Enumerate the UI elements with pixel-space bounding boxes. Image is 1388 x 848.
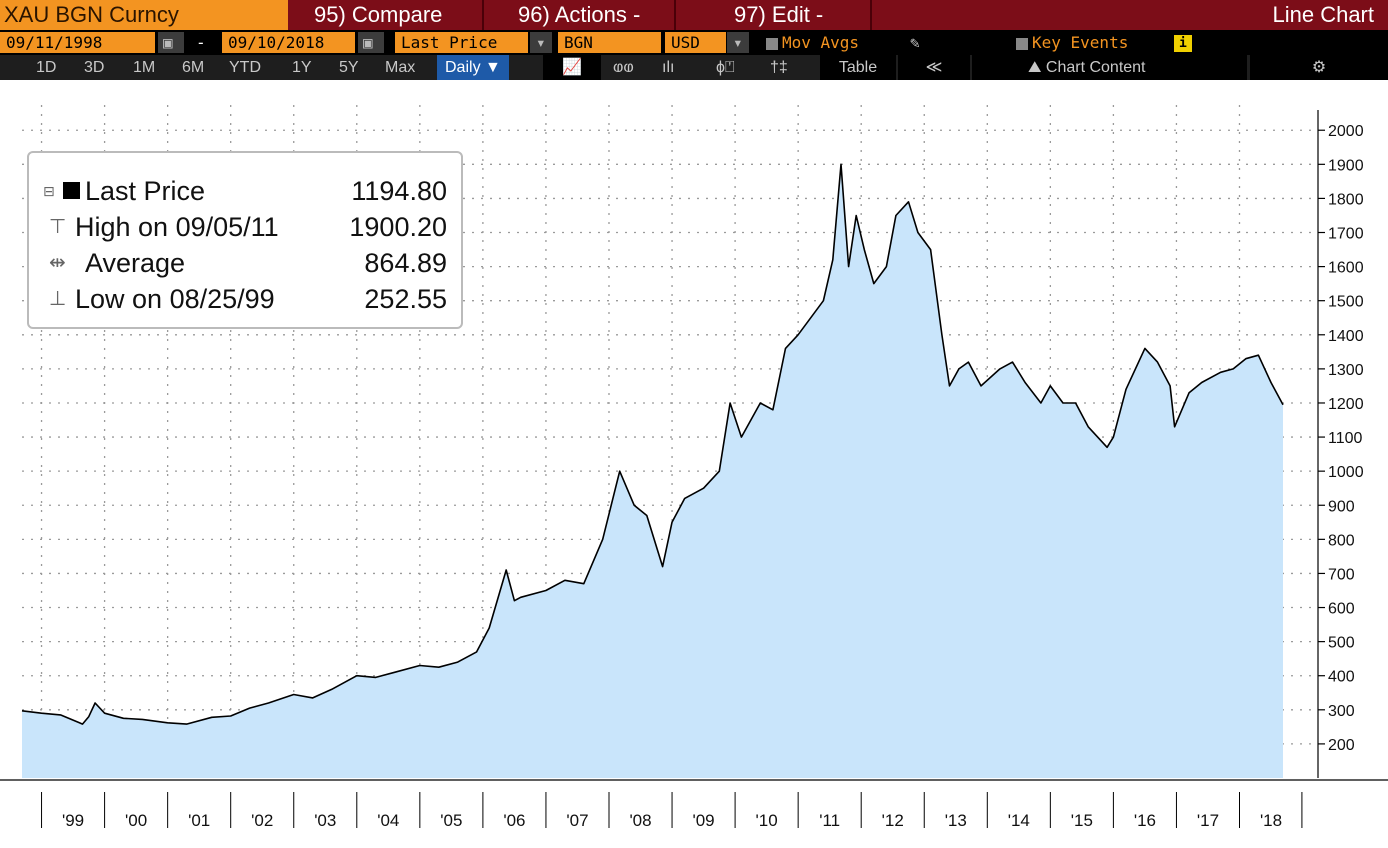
chart-content-button[interactable]: ⛰ Chart Content <box>972 55 1247 80</box>
legend-box: ⊟ Last Price 1194.80 ⊤ High on 09/05/11 … <box>27 151 463 329</box>
period-select[interactable]: Daily ▼ <box>437 55 509 80</box>
start-date-field[interactable]: 09/11/1998 <box>0 32 155 53</box>
high-marker-icon: ⊤ <box>49 216 67 238</box>
source-field[interactable]: BGN <box>558 32 661 53</box>
range-ytd[interactable]: YTD <box>229 59 261 76</box>
y-tick-label: 700 <box>1328 566 1355 583</box>
y-tick-label: 400 <box>1328 669 1355 686</box>
tree-node-icon: ⊟ <box>43 183 55 199</box>
controls-bar: 09/11/1998 ▣ - 09/10/2018 ▣ Last Price ▾… <box>0 30 1388 55</box>
hlc-icon[interactable]: †‡ <box>770 59 788 76</box>
series-swatch <box>63 182 80 199</box>
x-tick-label: '06 <box>503 811 525 830</box>
collapse-button[interactable]: ≪ <box>898 55 970 80</box>
range-3d[interactable]: 3D <box>84 59 105 76</box>
x-tick-label: '16 <box>1134 811 1156 830</box>
field-select[interactable]: Last Price <box>395 32 528 53</box>
checkbox-icon <box>1016 37 1028 50</box>
x-tick-label: '14 <box>1008 811 1030 830</box>
x-tick-label: '03 <box>314 811 336 830</box>
chevron-down-icon[interactable]: ▾ <box>727 32 749 53</box>
range-1d[interactable]: 1D <box>36 59 57 76</box>
legend-average: ⇹ Average 864.89 <box>29 245 461 281</box>
y-tick-label: 200 <box>1328 737 1355 754</box>
x-tick-label: '17 <box>1197 811 1219 830</box>
line-chart-icon[interactable]: 📈 <box>543 55 601 80</box>
x-tick-label: '13 <box>945 811 967 830</box>
range-6m[interactable]: 6M <box>182 59 205 76</box>
x-tick-label: '18 <box>1260 811 1282 830</box>
average-marker-icon: ⇹ <box>49 252 66 274</box>
legend-high: ⊤ High on 09/05/11 1900.20 <box>29 209 461 245</box>
y-tick-label: 1400 <box>1328 328 1364 345</box>
pencil-icon[interactable]: ✎ <box>910 33 920 52</box>
y-tick-label: 900 <box>1328 498 1355 515</box>
gear-icon[interactable]: ⚙ <box>1250 55 1388 80</box>
x-tick-label: '11 <box>819 811 840 830</box>
calendar-icon[interactable]: ▣ <box>158 32 184 53</box>
x-tick-label: '08 <box>629 811 651 830</box>
toolbar: 1D 3D 1M 6M YTD 1Y 5Y Max Daily ▼ 📈 ⱷⱷ ı… <box>0 55 1388 80</box>
y-tick-label: 1500 <box>1328 294 1364 311</box>
y-tick-label: 2000 <box>1328 123 1364 140</box>
bar-chart-icon[interactable]: ılı <box>662 59 675 76</box>
x-tick-label: '00 <box>125 811 147 830</box>
legend-low: ⊥ Low on 08/25/99 252.55 <box>29 281 461 317</box>
x-tick-label: '15 <box>1071 811 1093 830</box>
range-max[interactable]: Max <box>385 59 416 76</box>
y-tick-label: 1000 <box>1328 464 1364 481</box>
x-tick-label: '07 <box>566 811 588 830</box>
x-tick-label: '09 <box>692 811 714 830</box>
y-tick-label: 1700 <box>1328 226 1364 243</box>
y-tick-label: 1100 <box>1328 430 1363 447</box>
y-tick-label: 800 <box>1328 532 1355 549</box>
price-chart: 200 300 400 500 600 700 800 900 1000 1100 1200 1300… <box>0 105 1388 830</box>
x-tick-label: '99 <box>62 811 84 830</box>
ticker-field[interactable]: XAU BGN Curncy <box>0 0 288 30</box>
x-tick-label: '10 <box>756 811 778 830</box>
x-tick-label: '02 <box>251 811 273 830</box>
title-bar: XAU BGN Curncy 95) Compare 96) Actions -… <box>0 0 1388 30</box>
y-tick-label: 1300 <box>1328 362 1364 379</box>
currency-field[interactable]: USD <box>665 32 726 53</box>
end-date-field[interactable]: 09/10/2018 <box>222 32 355 53</box>
calendar-icon[interactable]: ▣ <box>358 32 384 53</box>
chart-type-label: Line Chart <box>1272 2 1374 27</box>
low-marker-icon: ⊥ <box>49 288 67 310</box>
x-tick-label: '12 <box>882 811 904 830</box>
key-events-toggle[interactable]: Key Events <box>1010 32 1160 53</box>
table-button[interactable]: Table <box>820 55 896 80</box>
y-tick-label: 1200 <box>1328 396 1364 413</box>
ohlc-icon[interactable]: ⱷⱷ <box>613 59 634 76</box>
y-tick-label: 500 <box>1328 635 1355 652</box>
x-tick-label: '04 <box>377 811 399 830</box>
legend-last-price: ⊟ Last Price 1194.80 <box>29 173 461 209</box>
mov-avgs-toggle[interactable]: Mov Avgs <box>760 32 900 53</box>
actions-menu[interactable]: 96) Actions - <box>484 0 676 30</box>
compare-button[interactable]: 95) Compare <box>288 0 484 30</box>
y-tick-label: 1600 <box>1328 260 1364 277</box>
x-tick-label: '01 <box>188 811 210 830</box>
y-tick-label: 1800 <box>1328 191 1364 208</box>
info-icon[interactable]: i <box>1174 35 1192 52</box>
checkbox-icon <box>766 37 778 50</box>
x-tick-label: '05 <box>440 811 462 830</box>
chart-content-icon: ⛰ <box>1028 59 1046 76</box>
candle-icon[interactable]: ϕ⍞ <box>716 59 735 76</box>
edit-menu[interactable]: 97) Edit - <box>676 0 872 30</box>
range-1y[interactable]: 1Y <box>292 59 312 76</box>
y-tick-label: 1900 <box>1328 157 1364 174</box>
series-line <box>21 163 1284 725</box>
chevron-down-icon[interactable]: ▾ <box>530 32 552 53</box>
range-5y[interactable]: 5Y <box>339 59 359 76</box>
range-1m[interactable]: 1M <box>133 59 156 76</box>
y-tick-label: 300 <box>1328 703 1355 720</box>
y-tick-label: 600 <box>1328 601 1355 618</box>
series-area <box>22 164 1283 779</box>
date-range-dash: - <box>196 33 206 52</box>
